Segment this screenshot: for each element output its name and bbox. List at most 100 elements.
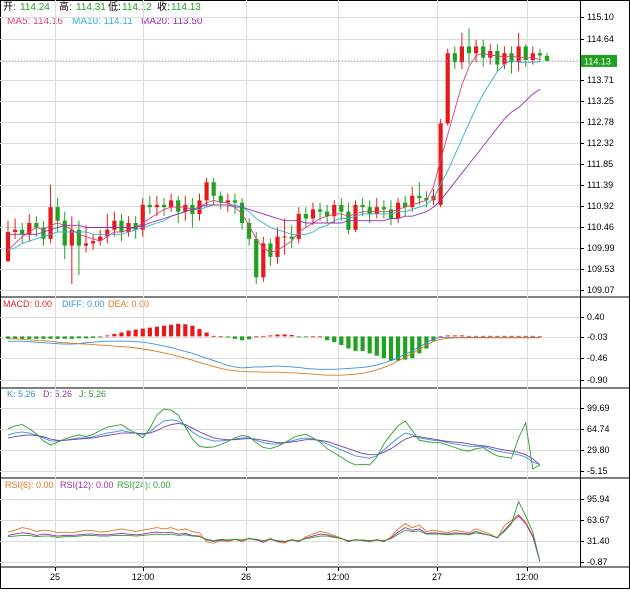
y-tick-label: 112.78	[587, 117, 614, 127]
macd-bar	[381, 336, 386, 359]
y-tick-label: 109.53	[587, 264, 615, 274]
kdj-legend-j: J: 5.26	[79, 389, 106, 399]
ma20-line	[8, 89, 541, 235]
macd-bar	[261, 335, 266, 337]
candle-body	[445, 53, 450, 124]
y-tick-label: 63.67	[587, 515, 610, 525]
candle-body	[105, 229, 110, 237]
y-tick-label: 110.46	[587, 222, 614, 232]
macd-bar	[275, 334, 280, 337]
macd-bar	[218, 336, 223, 338]
candle-body	[317, 209, 323, 212]
close-label: 收:	[157, 0, 170, 13]
macd-legend-dea: DEA: 0.00	[108, 299, 149, 309]
macd-legend-macd: MACD: 0.00	[3, 299, 52, 309]
candle-body	[395, 202, 401, 219]
candle-body	[339, 204, 344, 212]
candle-body	[296, 213, 301, 239]
macd-bar	[69, 336, 74, 339]
candle-body	[154, 204, 160, 208]
y-tick-label: -0.03	[587, 332, 608, 342]
candle-body	[303, 213, 308, 219]
open-label: 开:	[3, 2, 16, 13]
candle-body	[62, 220, 67, 246]
candle-body	[381, 207, 386, 210]
macd-bar	[27, 336, 32, 339]
candle-body	[218, 195, 223, 203]
macd-bar	[367, 336, 372, 354]
price-info-row: 开: 114.24 高: 114.31 低: 114.12 收: 114.13	[3, 0, 201, 13]
macd-bar	[417, 336, 422, 354]
macd-bar	[126, 330, 131, 337]
candle-body	[367, 207, 372, 214]
candle-body	[254, 238, 259, 278]
candle-body	[488, 50, 493, 58]
candle-body	[183, 204, 188, 212]
macd-bar	[268, 335, 273, 337]
candle-body	[91, 241, 96, 244]
macd-bar	[41, 336, 46, 339]
candle-body	[169, 200, 174, 208]
y-tick-label: 112.32	[587, 138, 614, 148]
ma-legend: MA5: 114.16 MA10: 114.11 MA20: 113.50	[7, 16, 203, 27]
candle-body	[133, 222, 138, 230]
y-tick-label: 31.40	[587, 536, 610, 546]
candle-body	[495, 50, 500, 65]
ma5-line	[7, 52, 541, 253]
candle-body	[481, 46, 486, 58]
candle-body	[55, 207, 60, 221]
candle-body	[69, 229, 74, 246]
candle-body	[537, 53, 543, 56]
macd-bar	[523, 335, 528, 337]
candle-body	[282, 236, 287, 238]
y-tick-label: 0.40	[587, 312, 605, 322]
macd-bar	[530, 335, 535, 337]
x-tick-label: 12:00	[516, 572, 539, 582]
macd-bar	[374, 336, 379, 356]
candle-body	[176, 200, 181, 212]
candle-body	[261, 243, 266, 278]
candle-body	[232, 200, 238, 203]
candle-body	[161, 204, 167, 208]
candle-body	[76, 229, 82, 246]
macd-bar	[346, 336, 351, 349]
x-tick-label: 26	[241, 572, 251, 582]
candle-body	[325, 211, 330, 217]
candle-body	[41, 227, 46, 239]
x-tick-label: 12:00	[327, 572, 350, 582]
candle-body	[211, 182, 216, 196]
y-tick-label: 109.07	[587, 285, 615, 295]
candle-body	[239, 202, 245, 223]
macd-bar	[481, 335, 486, 337]
macd-bar	[509, 335, 514, 337]
rsi-legend-6: RSI(6): 0.00	[5, 480, 54, 490]
y-tick-label: 113.71	[587, 75, 614, 85]
candle-body	[523, 46, 528, 61]
macd-bar	[296, 336, 301, 338]
candle-body	[459, 46, 464, 63]
macd-bar	[317, 336, 323, 338]
kdj-legend: K: 5.26 D: 5.26 J: 5.26	[7, 389, 106, 399]
kdj-k-line	[7, 419, 541, 466]
macd-bar	[232, 336, 238, 339]
macd-bar	[282, 334, 287, 337]
macd-bar	[225, 336, 230, 338]
macd-bar	[325, 336, 330, 341]
candle-body	[502, 53, 507, 65]
y-tick-label: -0.87	[587, 557, 608, 567]
y-tick-label: 64.74	[587, 424, 610, 434]
macd-bar	[502, 335, 507, 337]
macd-bar	[161, 325, 167, 337]
macd-bar	[154, 326, 160, 337]
macd-bar	[20, 336, 25, 339]
candle-body	[424, 198, 429, 201]
marks-layer	[0, 28, 580, 562]
y-tick-label: 109.99	[587, 243, 615, 253]
macd-bar	[303, 336, 308, 338]
macd-legend: MACD: 0.00 DIFF: 0.00 DEA: 0.00	[3, 299, 149, 309]
macd-bar	[332, 336, 337, 343]
